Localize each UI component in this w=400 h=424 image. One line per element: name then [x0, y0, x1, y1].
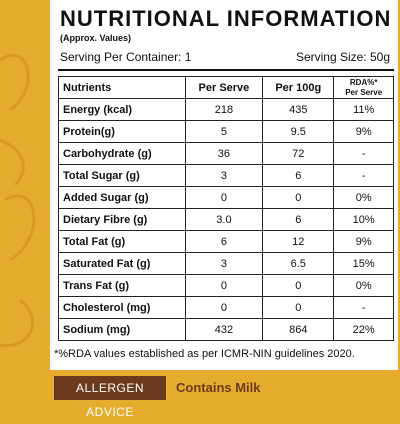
- table-cell: 0: [262, 296, 335, 319]
- table-cell: Added Sugar (g): [58, 186, 186, 209]
- table-cell: 864: [262, 318, 335, 341]
- table-cell: Cholesterol (mg): [58, 296, 186, 319]
- table-cell: 0: [262, 186, 335, 209]
- title: NUTRITIONAL INFORMATION: [60, 6, 392, 31]
- table-row: Energy (kcal) 218 435 11%: [58, 98, 394, 121]
- table-row: Cholesterol (mg) 0 0-: [58, 296, 394, 319]
- subtitle: (Approx. Values): [60, 33, 132, 43]
- table-cell: 6: [262, 208, 335, 231]
- column-header: Per Serve: [184, 76, 264, 99]
- table-row: Total Sugar (g) 3 6-: [58, 164, 394, 187]
- table-cell: 11%: [333, 98, 394, 121]
- table-cell: 9%: [333, 120, 394, 143]
- table-row: Added Sugar (g) 0 0 0%: [58, 186, 394, 209]
- table-row: Saturated Fat (g) 3 6.5 15%: [58, 252, 394, 275]
- table-cell: Dietary Fibre (g): [58, 208, 186, 231]
- footnote: *%RDA values established as per ICMR-NIN…: [54, 348, 355, 360]
- table-cell: 0: [184, 274, 264, 297]
- table-cell: 3.0: [184, 208, 264, 231]
- table-cell: 435: [262, 98, 335, 121]
- table-row: Dietary Fibre (g) 3.0 6 10%: [58, 208, 394, 231]
- table-cell: Total Sugar (g): [58, 164, 186, 187]
- table-cell: 10%: [333, 208, 394, 231]
- table-row: Protein(g) 5 9.5 9%: [58, 120, 394, 143]
- table-cell: 432: [184, 318, 264, 341]
- column-header: Nutrients: [58, 76, 186, 99]
- nutrition-card: NUTRITIONAL INFORMATION (Approx. Values)…: [50, 0, 398, 370]
- table-cell: 22%: [333, 318, 394, 341]
- table-cell: Protein(g): [58, 120, 186, 143]
- table-cell: 0%: [333, 274, 394, 297]
- table-cell: 0: [184, 186, 264, 209]
- table-cell: 218: [184, 98, 264, 121]
- allergen-label: ALLERGEN ADVICE: [54, 376, 166, 419]
- header-row: Nutrients Per Serve Per 100g RDA%* Per Serv…: [58, 76, 394, 99]
- table-cell: -: [333, 296, 394, 319]
- table-cell: -: [333, 142, 394, 165]
- table-row: Sodium (mg) 432 864 22%: [58, 318, 394, 341]
- table-row: Trans Fat (g) 0 0 0%: [58, 274, 394, 297]
- nutrition-table: Nutrients Per Serve Per 100g RDA%* Per Serv…: [58, 76, 394, 341]
- table-cell: 3: [184, 164, 264, 187]
- column-header: Per 100g: [262, 76, 335, 99]
- table-cell: 36: [184, 142, 264, 165]
- table-cell: 9%: [333, 230, 394, 253]
- table-cell: 15%: [333, 252, 394, 275]
- serving-size: Serving Size: 50g: [295, 50, 390, 64]
- table-cell: Carbohydrate (g): [58, 142, 186, 165]
- background-pattern: [0, 53, 36, 347]
- table-cell: 12: [262, 230, 335, 253]
- separator: [58, 69, 394, 71]
- table-cell: Trans Fat (g): [58, 274, 186, 297]
- table-cell: 6.5: [262, 252, 335, 275]
- column-header: RDA%* Per Serve: [333, 76, 394, 99]
- table-cell: Sodium (mg): [58, 318, 186, 341]
- table-cell: 9.5: [262, 120, 335, 143]
- table-cell: 0: [262, 274, 335, 297]
- table-cell: 3: [184, 252, 264, 275]
- table-cell: Total Fat (g): [58, 230, 186, 253]
- table-cell: 72: [262, 142, 335, 165]
- table-cell: -: [333, 164, 394, 187]
- table-row: Total Fat (g) 6 12 9%: [58, 230, 394, 253]
- table-cell: Saturated Fat (g): [58, 252, 186, 275]
- table-cell: Energy (kcal): [58, 98, 186, 121]
- serving-per-container: Serving Per Container: 1: [60, 50, 192, 64]
- table-cell: 0%: [333, 186, 394, 209]
- table-cell: 6: [184, 230, 264, 253]
- table-cell: 5: [184, 120, 264, 143]
- allergen-text: Contains Milk: [176, 380, 261, 395]
- table-row: Carbohydrate (g) 36 72-: [58, 142, 394, 165]
- table-cell: 6: [262, 164, 335, 187]
- table-cell: 0: [184, 296, 264, 319]
